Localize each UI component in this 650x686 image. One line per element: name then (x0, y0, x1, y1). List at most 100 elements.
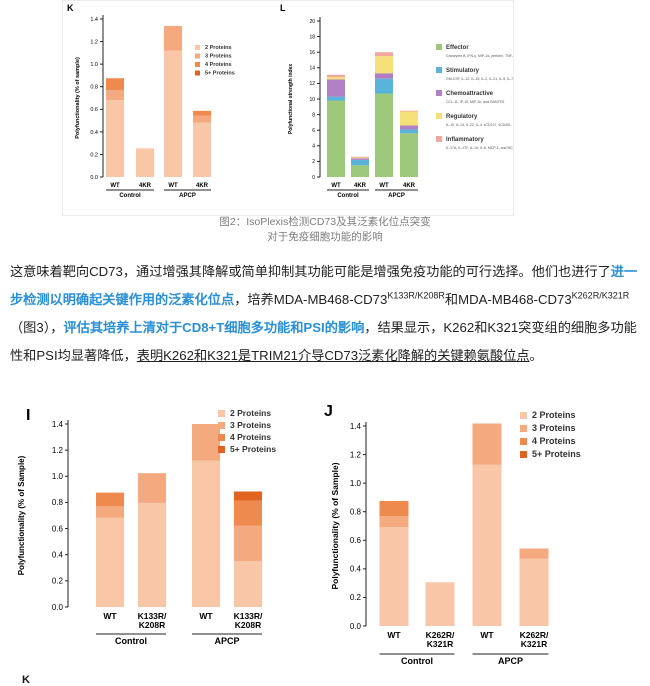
x-tick-label: 4KR (139, 183, 152, 189)
legend-label: 2 Proteins (532, 410, 576, 420)
y-tick-label: 1.2 (350, 450, 362, 459)
legend-swatch (218, 434, 225, 441)
bar-segment (379, 516, 409, 528)
y-tick-label: 1.2 (52, 446, 64, 455)
bar-segment (193, 122, 211, 177)
legend-label: 4 Proteins (532, 436, 576, 446)
bar-segment (519, 558, 549, 626)
x-tick-label: WT (103, 611, 117, 621)
bar-segment (400, 133, 418, 177)
bar-segment (96, 517, 124, 607)
y-tick-label: 0.0 (52, 603, 64, 612)
legend-label: Regulatory (446, 114, 478, 120)
next-panel-label: K (22, 674, 30, 686)
y-tick-label: 1.4 (350, 422, 362, 431)
y-tick-label: 1.4 (90, 17, 98, 23)
y-tick-label: 0.6 (52, 524, 64, 533)
figure-caption-line1: 图2：IsoPlexis检测CD73及其泛素化位点突变 (219, 216, 431, 228)
legend-description: CCL-11, IP-10, MIP-1b, and RANTES (446, 100, 505, 104)
bar-segment (375, 56, 393, 74)
y-tick-label: 0.8 (90, 85, 98, 91)
x-tick-label: K208R (139, 620, 165, 630)
bar-segment (351, 165, 369, 177)
y-tick-label: 0.0 (90, 175, 98, 181)
legend-description: GM-CSF, IL-12, IL-15, IL-2, IL-21, IL-5,… (446, 77, 513, 81)
para-text-4: （图3）， (10, 320, 64, 335)
legend-label: Effector (446, 45, 469, 51)
group-label: APCP (214, 636, 239, 646)
y-tick-label: 0.2 (90, 152, 98, 158)
bar-segment (138, 502, 166, 607)
y-tick-label: 16 (309, 50, 315, 56)
legend-description: IL-10, IL-13, IL-22, IL-4, sCD137, sCD40… (446, 123, 513, 127)
bar-segment (192, 424, 220, 461)
legend-label: Stimulatory (446, 68, 480, 74)
y-tick-label: 8 (312, 112, 315, 118)
body-paragraph: 这意味着靶向CD73，通过增强其降解或简单抑制其功能可能是增强免疫功能的可行选择… (10, 258, 640, 370)
bar-segment (106, 90, 124, 100)
bar-segment (164, 50, 182, 177)
y-tick-label: 1.0 (90, 62, 98, 68)
highlight-1: 进一步检测以明确起关键作用的泛素化位点 (10, 264, 638, 307)
y-tick-label: 0.2 (52, 577, 64, 586)
chart-i: I 0.0 0.2 0.4 0.6 0.8 1.0 1.2 1.4 Polyfunctionali… (17, 407, 276, 646)
bar-segment (351, 157, 369, 159)
para-text-6: 。 (529, 348, 543, 363)
legend-swatch (436, 67, 442, 73)
top-figure-frame: K 0.0 0.2 0.4 0.6 0.8 1.0 1.2 1.4 Polyfunctionali… (62, 0, 514, 216)
y-tick-label: 0.2 (350, 593, 362, 602)
y-tick-label: 0.8 (350, 508, 362, 517)
group-label: Control (337, 193, 359, 199)
bar-segment (106, 78, 124, 91)
legend-swatch (520, 412, 527, 419)
y-axis-label: Polyfunctional strength index (288, 64, 294, 135)
legend-swatch (195, 45, 200, 50)
y-axis-label: Polyfunctionality (% of Sample) (330, 462, 340, 589)
y-tick-label: 2 (312, 159, 315, 165)
y-tick-label: 0.6 (90, 107, 98, 113)
x-tick-label: K321R (427, 639, 453, 649)
y-tick-label: 4 (312, 144, 315, 150)
group-label: APCP (179, 193, 196, 199)
legend-swatch (218, 446, 225, 453)
x-tick-label: 4KR (196, 183, 209, 189)
legend-label: Chemoattractive (446, 91, 494, 97)
bar-segment (375, 73, 393, 79)
bar-segment (234, 500, 262, 526)
legend-label: 4 Proteins (230, 432, 271, 442)
chart-l: L 0 2 4 6 8 10 12 14 16 18 20 Polyfunctional strengt… (280, 3, 513, 199)
bar-segment (234, 491, 262, 501)
legend-description: IL-17A, IL-17F, IL-1b, IL-6, MCP-1, and … (446, 146, 513, 150)
legend-swatch (195, 70, 200, 76)
panel-label: L (280, 3, 286, 13)
x-tick-label: WT (168, 183, 178, 189)
bar-segment (379, 501, 409, 516)
panel-label: J (324, 403, 333, 420)
x-tick-label: K133R/ (138, 611, 167, 621)
bar-segment (400, 125, 418, 130)
y-tick-label: 0.4 (90, 130, 98, 136)
bar-segment (234, 525, 262, 562)
legend-swatch (195, 62, 200, 67)
bar-segment (138, 473, 166, 503)
group-label: Control (401, 656, 433, 666)
x-tick-label: WT (110, 183, 120, 189)
x-tick-label: K133R/ (234, 611, 263, 621)
bar-segment (472, 464, 502, 626)
legend-description: Granzyme B, IFN-γ, MIP-1α, perforin, TNF… (446, 54, 513, 58)
y-axis-label: Polyfunctionality (% of Sample) (17, 455, 26, 575)
x-tick-label: WT (199, 611, 213, 621)
x-tick-label: WT (379, 183, 389, 189)
x-tick-label: 4KR (354, 183, 367, 189)
group-label: APCP (498, 656, 523, 666)
group-label: Control (119, 193, 141, 199)
x-tick-label: 4KR (403, 183, 416, 189)
legend-label: 2 Proteins (230, 408, 271, 418)
legend-label: Inflammatory (446, 137, 484, 143)
y-tick-label: 1.0 (52, 472, 64, 481)
legend-swatch (520, 451, 527, 458)
panel-label: K (67, 3, 74, 13)
y-tick-label: 0.8 (52, 498, 64, 507)
para-text-2: ，培养MDA-MB468-CD73 (234, 292, 388, 307)
bar-segment (375, 93, 393, 177)
